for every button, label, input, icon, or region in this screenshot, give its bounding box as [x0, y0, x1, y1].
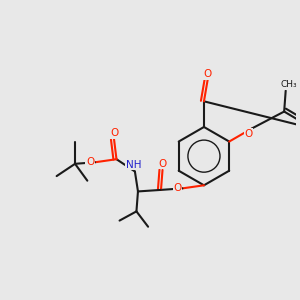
- Text: O: O: [110, 128, 118, 138]
- Text: O: O: [86, 157, 94, 167]
- Text: O: O: [173, 183, 182, 194]
- Text: O: O: [158, 159, 166, 169]
- Text: CH₃: CH₃: [280, 80, 297, 89]
- Text: O: O: [203, 69, 212, 79]
- Text: O: O: [244, 129, 252, 139]
- Text: NH: NH: [126, 160, 141, 170]
